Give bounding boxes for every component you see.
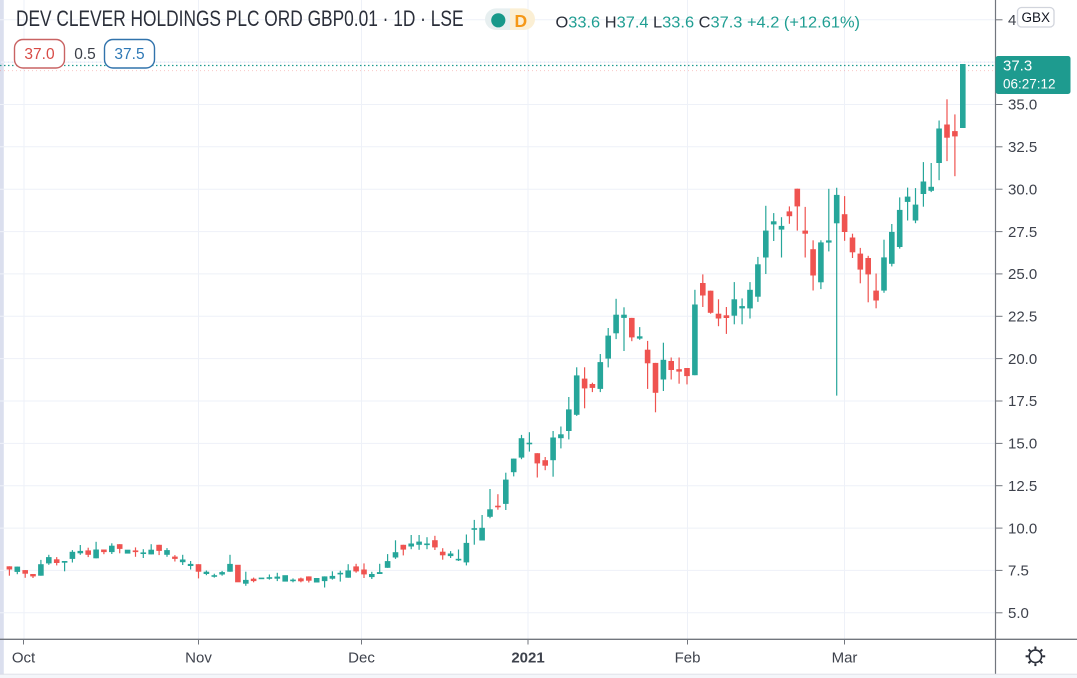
svg-text:5.0: 5.0: [1008, 605, 1029, 622]
svg-text:12.5: 12.5: [1008, 478, 1037, 495]
svg-text:37.0: 37.0: [24, 46, 55, 63]
svg-text:4: 4: [1008, 12, 1016, 29]
svg-text:Dec: Dec: [348, 650, 375, 667]
svg-text:0.5: 0.5: [74, 46, 96, 63]
svg-text:20.0: 20.0: [1008, 351, 1037, 368]
svg-text:DEV CLEVER HOLDINGS PLC ORD GB: DEV CLEVER HOLDINGS PLC ORD GBP0.01 · 1D…: [16, 6, 464, 31]
svg-text:37.3: 37.3: [1003, 58, 1032, 75]
svg-text:Feb: Feb: [675, 650, 701, 667]
svg-text:30.0: 30.0: [1008, 181, 1037, 198]
svg-text:22.5: 22.5: [1008, 309, 1037, 326]
svg-text:2021: 2021: [511, 650, 544, 667]
svg-text:10.0: 10.0: [1008, 520, 1037, 537]
svg-text:32.5: 32.5: [1008, 139, 1037, 156]
svg-text:06:27:12: 06:27:12: [1003, 77, 1056, 92]
svg-text:Nov: Nov: [185, 650, 212, 667]
svg-text:15.0: 15.0: [1008, 436, 1037, 453]
svg-text:37.5: 37.5: [114, 46, 144, 63]
svg-text:O33.6 H37.4 L33.6 C37.3 +4.2 (: O33.6 H37.4 L33.6 C37.3 +4.2 (+12.61%): [556, 14, 861, 31]
svg-text:Oct: Oct: [12, 650, 36, 667]
svg-text:D: D: [515, 11, 528, 31]
svg-text:27.5: 27.5: [1008, 224, 1037, 241]
svg-text:25.0: 25.0: [1008, 266, 1037, 283]
svg-text:Mar: Mar: [832, 650, 858, 667]
svg-text:GBX: GBX: [1022, 10, 1051, 25]
svg-text:17.5: 17.5: [1008, 393, 1037, 410]
svg-text:35.0: 35.0: [1008, 97, 1037, 114]
svg-text:7.5: 7.5: [1008, 563, 1029, 580]
